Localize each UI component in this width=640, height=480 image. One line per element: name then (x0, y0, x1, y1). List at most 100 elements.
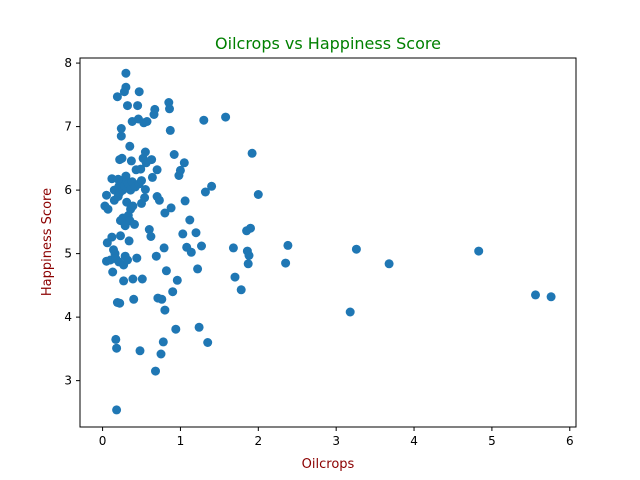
data-point-123 (221, 112, 231, 122)
data-point-139 (474, 246, 484, 256)
data-point-81 (146, 232, 156, 241)
data-point-50 (125, 141, 135, 151)
data-point-8 (108, 267, 118, 277)
x-tick-label: 3 (332, 434, 340, 448)
data-point-30 (117, 153, 127, 163)
data-point-110 (179, 158, 189, 168)
data-point-104 (169, 150, 179, 159)
data-point-18 (112, 92, 122, 102)
data-point-109 (178, 229, 188, 239)
data-point-118 (197, 241, 206, 251)
data-point-132 (247, 148, 257, 158)
data-point-91 (154, 195, 164, 205)
data-point-115 (191, 228, 201, 238)
data-point-83 (147, 172, 157, 182)
data-point-70 (137, 176, 146, 186)
data-point-88 (152, 165, 162, 175)
data-point-130 (244, 251, 254, 260)
data-point-133 (253, 190, 263, 199)
data-point-58 (128, 274, 138, 284)
y-tick-label: 7 (64, 120, 72, 134)
data-point-105 (171, 324, 181, 334)
data-point-87 (151, 251, 161, 261)
data-point-114 (186, 247, 196, 257)
data-point-125 (230, 272, 240, 282)
data-point-49 (124, 236, 134, 246)
data-point-113 (185, 215, 195, 225)
data-point-95 (159, 243, 169, 253)
data-point-7 (107, 232, 117, 242)
y-tick-label: 8 (64, 56, 72, 70)
axes-frame (79, 57, 577, 428)
chart-title: Oilcrops vs Happiness Score (215, 34, 441, 53)
data-point-96 (160, 208, 170, 218)
data-point-54 (126, 156, 136, 166)
data-point-59 (129, 294, 139, 304)
data-point-134 (281, 258, 291, 268)
data-point-16 (112, 405, 122, 415)
data-point-98 (161, 266, 171, 276)
y-tick-label: 3 (64, 374, 72, 388)
x-tick-label: 6 (566, 434, 574, 448)
data-point-108 (175, 165, 185, 175)
x-tick-label: 2 (254, 434, 262, 448)
data-point-119 (199, 115, 209, 125)
data-point-92 (156, 349, 166, 359)
data-point-64 (133, 101, 143, 111)
data-point-45 (123, 255, 132, 265)
data-point-57 (128, 201, 138, 211)
x-tick-label: 1 (177, 434, 185, 448)
y-tick-label: 6 (64, 183, 72, 197)
data-point-79 (142, 117, 152, 126)
data-point-76 (140, 147, 150, 157)
data-point-29 (116, 124, 126, 133)
y-axis-ticks: 3 4 5 6 7 8 (64, 56, 80, 388)
y-tick-label: 5 (64, 247, 72, 261)
data-point-121 (203, 338, 213, 347)
data-point-126 (236, 285, 246, 295)
x-axis-ticks: 0 1 2 3 4 5 6 (99, 427, 574, 448)
data-point-140 (531, 290, 540, 300)
data-point-137 (351, 244, 361, 254)
data-point-68 (135, 346, 145, 356)
data-point-15 (112, 343, 122, 353)
data-point-69 (136, 164, 146, 174)
data-point-135 (283, 240, 293, 250)
data-point-14 (111, 334, 121, 344)
data-point-93 (157, 294, 167, 304)
data-point-141 (546, 292, 556, 302)
data-point-116 (193, 264, 203, 274)
data-point-4 (103, 204, 113, 214)
data-point-124 (228, 243, 238, 253)
data-point-94 (158, 337, 168, 347)
data-point-35 (119, 276, 129, 286)
data-point-40 (121, 68, 131, 78)
data-point-25 (115, 298, 125, 308)
data-point-72 (137, 274, 147, 284)
data-point-41 (121, 82, 131, 92)
data-point-1 (102, 190, 111, 200)
data-point-120 (200, 187, 210, 197)
data-point-77 (140, 185, 150, 194)
data-point-129 (243, 259, 253, 269)
data-point-85 (150, 104, 160, 114)
x-tick-label: 5 (488, 434, 496, 448)
data-point-138 (384, 259, 394, 269)
data-point-136 (345, 307, 355, 317)
data-point-122 (207, 181, 217, 191)
data-point-46 (123, 101, 132, 111)
data-point-131 (246, 223, 255, 233)
data-point-80 (144, 225, 154, 234)
data-point-117 (194, 322, 204, 332)
data-point-66 (134, 87, 144, 97)
data-point-102 (166, 203, 176, 213)
data-point-103 (168, 287, 178, 297)
data-point-97 (160, 305, 170, 315)
data-point-101 (165, 125, 175, 135)
data-point-82 (147, 155, 157, 165)
data-point-63 (132, 253, 142, 263)
data-point-111 (180, 196, 190, 206)
data-point-28 (116, 131, 126, 141)
data-point-100 (165, 104, 174, 114)
